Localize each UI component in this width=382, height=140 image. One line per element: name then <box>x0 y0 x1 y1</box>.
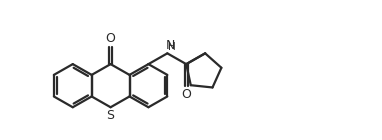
Text: O: O <box>106 32 115 45</box>
Text: H: H <box>168 42 176 52</box>
Text: N: N <box>165 39 175 52</box>
Text: S: S <box>107 109 115 122</box>
Text: O: O <box>181 88 191 101</box>
